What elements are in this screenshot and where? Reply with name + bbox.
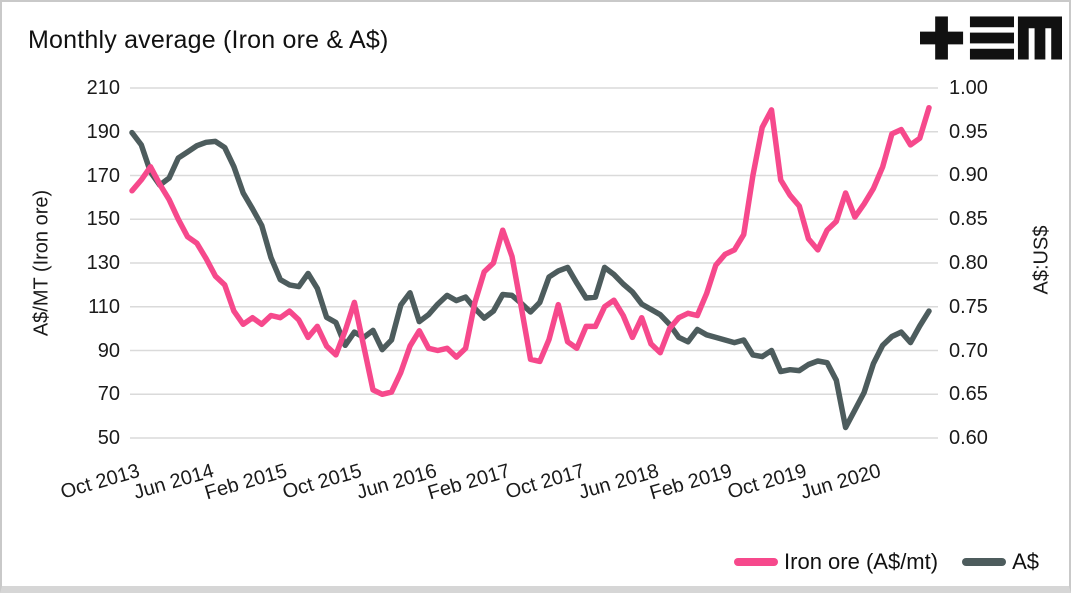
right-axis-tick: 0.65	[949, 383, 988, 405]
logo-bar-3	[969, 48, 1015, 60]
legend-item-aud: A$	[962, 549, 1039, 575]
iron-ore-line	[129, 104, 932, 398]
left-axis-tick: 90	[97, 340, 120, 362]
right-axis-tick: 0.60	[949, 427, 988, 449]
chart-title: Monthly average (Iron ore & A$)	[28, 26, 389, 54]
left-axis-label: A$/MT (Iron ore)	[30, 189, 53, 337]
tem-logo	[920, 16, 1062, 60]
left-axis-tick: 170	[86, 165, 120, 187]
legend: Iron ore (A$/mt) A$	[734, 546, 1039, 578]
right-axis-tick: 0.85	[949, 208, 988, 230]
right-axis-tick: 1.00	[949, 77, 988, 99]
logo-bar-2	[969, 32, 1015, 44]
left-axis-tick: 130	[86, 252, 120, 274]
left-axis-tick: 190	[86, 121, 120, 143]
logo-bar-1	[969, 16, 1015, 28]
legend-label-aud: A$	[1012, 549, 1039, 574]
aud-line-swatch	[962, 558, 1007, 566]
left-axis-tick: 210	[86, 77, 120, 99]
iron-ore-line-swatch	[734, 558, 779, 566]
right-axis-tick: 0.95	[949, 121, 988, 143]
right-axis-tick: 0.75	[949, 296, 988, 318]
right-axis-tick: 0.70	[949, 340, 988, 362]
logo-plus-v	[935, 16, 948, 60]
logo-m	[1017, 16, 1062, 60]
aud-line	[129, 129, 932, 431]
legend-label-iron-ore: Iron ore (A$/mt)	[784, 549, 939, 574]
left-axis-tick: 70	[97, 383, 120, 405]
left-axis-tick: 150	[86, 208, 120, 230]
right-axis-tick: 0.90	[949, 164, 988, 186]
legend-item-iron-ore: Iron ore (A$/mt)	[734, 549, 938, 575]
left-axis-tick: 110	[88, 296, 120, 318]
right-axis-label: A$:US$	[1030, 225, 1053, 295]
left-axis-tick: 50	[97, 427, 120, 449]
right-axis-tick: 0.80	[949, 252, 988, 274]
